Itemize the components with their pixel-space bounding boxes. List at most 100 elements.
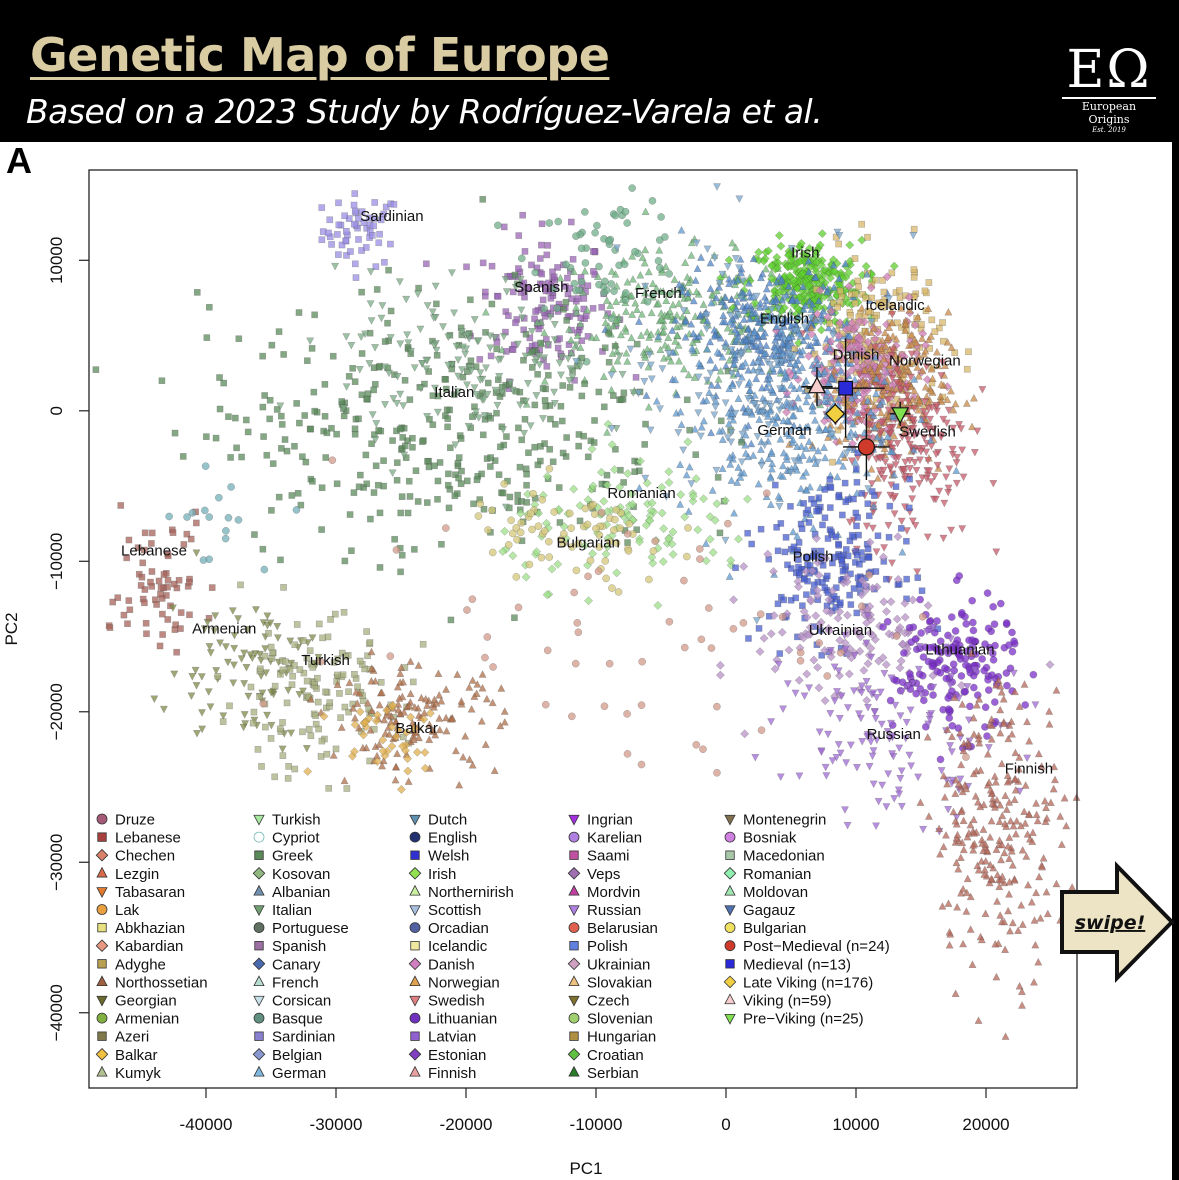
data-point [641,288,650,297]
legend-label: Abkhazian [115,920,185,937]
data-point [910,225,918,233]
data-point [637,309,646,318]
data-point [796,484,806,493]
data-point [734,463,743,471]
data-point [897,525,905,532]
data-point [587,444,597,454]
legend-marker [96,1065,108,1077]
data-point [623,277,632,286]
data-point [811,611,821,621]
data-point [457,697,466,705]
data-point [882,803,891,811]
data-point [638,657,647,666]
data-point [656,405,665,414]
data-point [159,631,166,638]
data-point [296,419,303,427]
data-point [124,620,131,628]
legend-label: Lezgin [115,866,159,883]
data-point [762,383,771,391]
data-point [992,972,1001,981]
data-point [843,821,852,830]
data-point [573,331,582,339]
data-point [624,539,631,546]
data-point [715,670,725,680]
data-point [969,815,978,824]
data-point [936,755,945,764]
data-point [617,396,625,404]
data-point [983,732,991,740]
data-point [883,617,892,626]
data-point [632,374,640,381]
data-point [675,280,684,288]
data-point [538,220,546,228]
data-point [1049,784,1058,793]
data-point [410,364,419,372]
data-point [516,401,525,410]
data-point [755,647,765,657]
legend-label: French [272,974,319,991]
data-point [774,287,784,297]
data-point [216,374,223,381]
data-point [623,469,633,479]
data-point [622,307,631,315]
data-point [557,402,565,410]
data-point [946,742,955,750]
data-point [526,422,535,430]
data-point [783,680,792,688]
data-point [915,480,924,488]
legend-marker [254,1031,264,1041]
data-point [500,479,509,488]
data-point [874,797,883,806]
data-point [712,286,721,295]
legend-label: Basque [272,1011,323,1028]
data-point [645,575,653,584]
data-point [499,489,507,497]
data-point [262,723,269,731]
data-point [279,719,286,726]
data-point [847,312,854,319]
data-point [370,222,377,230]
data-point [607,314,616,323]
data-point [706,337,715,346]
legend-label: Italian [272,902,312,919]
data-point [318,526,325,533]
data-point [886,502,894,510]
data-point [1005,926,1014,935]
data-point [438,323,448,331]
data-point [679,446,688,455]
legend-marker [568,922,580,933]
data-point [805,437,814,446]
data-point [454,356,463,365]
data-point [935,487,944,496]
data-point [841,259,850,268]
y-tick-label: −30000 [47,834,66,891]
data-point [569,255,577,263]
data-point [389,437,396,444]
data-point [442,376,450,383]
data-point [483,633,492,641]
data-point [869,780,878,789]
data-point [623,750,632,758]
data-point [293,621,301,628]
data-point [435,690,444,699]
data-point [242,664,251,672]
data-point [819,521,826,529]
data-point [896,712,905,720]
data-point [1002,805,1011,813]
data-point [983,589,992,597]
data-point [268,341,276,349]
data-point [824,730,833,739]
data-point [566,384,574,391]
data-point [293,400,300,407]
swipe-button[interactable]: swipe! [1060,861,1175,983]
data-point [704,604,713,612]
data-point [214,493,223,502]
data-point [478,670,487,678]
data-point [409,434,416,442]
data-point [826,306,836,316]
data-point [621,296,630,304]
data-point [774,230,784,240]
data-point [631,247,639,256]
data-point [968,596,977,605]
page-title: Genetic Map of Europe [30,28,610,82]
